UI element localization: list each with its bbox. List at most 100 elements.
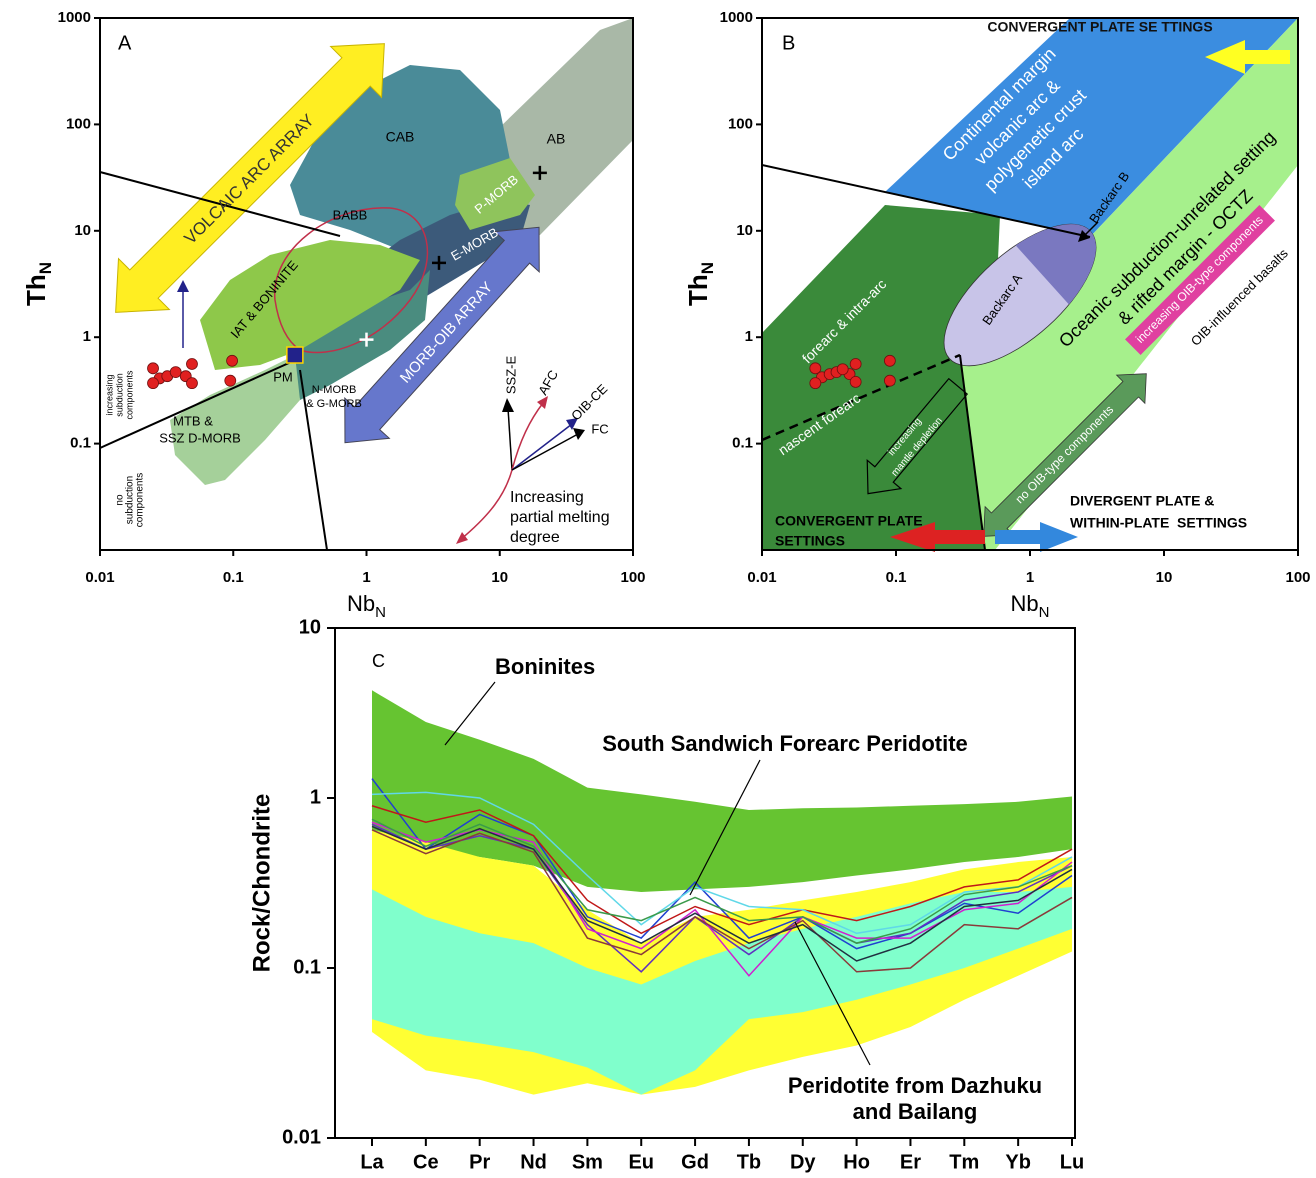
arrow-head	[177, 280, 189, 292]
y-tick-label: 0.01	[282, 1126, 321, 1148]
y-axis-label: ThN	[683, 262, 718, 306]
annotation: no	[115, 494, 126, 506]
y-axis-label: ThN	[21, 262, 56, 306]
annotation: C	[372, 651, 385, 671]
pointer-line	[794, 921, 871, 1066]
morb-oib-arrow	[344, 226, 540, 444]
iat-field	[200, 240, 420, 370]
vector-arrow	[511, 423, 573, 471]
annotation: FC	[591, 421, 608, 436]
oceanic-field	[960, 18, 1298, 550]
boundary-line	[761, 164, 1091, 238]
forearc-field	[762, 205, 1000, 550]
annotation: components	[135, 473, 146, 527]
x-tick-label: 100	[1285, 569, 1310, 586]
ree-pattern	[371, 805, 1073, 935]
y-axis-label-sub: N	[36, 262, 55, 274]
annotation: A	[118, 32, 132, 54]
melting-curve	[459, 469, 513, 541]
x-tick-label: Sm	[572, 1151, 603, 1173]
x-tick-label: Tb	[737, 1151, 761, 1173]
n-morb-field	[290, 270, 430, 400]
x-tick-label: 1	[362, 569, 370, 586]
reference-point	[286, 346, 304, 364]
y-tick-label: 100	[728, 115, 753, 132]
x-axis-label-sub: N	[375, 604, 386, 621]
arrow-head	[537, 396, 548, 409]
y-tick-label: 1000	[58, 9, 91, 26]
arrow-head	[456, 532, 468, 544]
backarc-pointer	[1083, 221, 1099, 237]
y-axis-label-main: Th	[21, 274, 51, 306]
annotation: components	[124, 370, 134, 420]
y-tick-label: 0.1	[70, 435, 91, 452]
annotation: Increasing	[510, 489, 584, 506]
sample-point	[883, 374, 896, 387]
annotation: subduction	[114, 373, 124, 417]
annotation: BABB	[333, 207, 368, 222]
y-tick-label: 0.1	[293, 956, 321, 978]
annotation: WITHIN-PLATE SETTINGS	[1070, 515, 1247, 531]
annotation: AFC	[535, 367, 561, 397]
annotation: OIB-CE	[568, 381, 611, 424]
y-axis-label-sub: N	[698, 262, 717, 274]
annotation: degree	[510, 529, 560, 546]
x-tick-label: Pr	[469, 1151, 490, 1173]
sample-point	[147, 377, 159, 390]
reference-cross	[532, 165, 547, 180]
sample-point	[809, 377, 822, 390]
y-tick-label: 10	[736, 222, 753, 239]
oib-box	[1125, 205, 1275, 355]
sample-point	[849, 358, 862, 370]
annotation: SSZ-E	[503, 356, 518, 395]
x-tick-label: Tm	[949, 1151, 979, 1173]
ree-pattern	[371, 829, 1073, 973]
y-tick-label: 1	[310, 786, 321, 808]
annotation: South Sandwich Forearc Peridotite	[602, 731, 968, 756]
annotation: and Bailang	[853, 1099, 978, 1124]
ree-pattern	[371, 791, 1073, 935]
annotation: & G-MORB	[306, 398, 362, 410]
arrow-head	[573, 428, 585, 440]
sample-point	[186, 358, 198, 370]
y-tick-label: 1	[83, 328, 91, 345]
vector-arrow	[507, 407, 513, 471]
boundary-line	[299, 369, 328, 551]
y-tick-label: 0.1	[732, 435, 753, 452]
backarc-field	[943, 223, 1097, 367]
x-tick-label: Eu	[628, 1151, 654, 1173]
sample-point	[147, 362, 159, 375]
arrow-shape	[344, 226, 540, 444]
x-tick-label: 0.01	[85, 569, 114, 586]
y-tick-label: 100	[66, 115, 91, 132]
yellow-arrow	[1205, 40, 1290, 74]
x-tick-label: Yb	[1005, 1151, 1031, 1173]
arrow-shape	[115, 43, 385, 313]
mtb-field	[170, 355, 300, 485]
blue-arrow	[995, 522, 1078, 552]
x-tick-label: Er	[900, 1151, 921, 1173]
red-arrow	[890, 522, 985, 552]
sample-point	[224, 374, 237, 387]
x-tick-label: Ce	[413, 1151, 439, 1173]
x-tick-label: 10	[1156, 569, 1173, 586]
x-axis-label: NbN	[1011, 591, 1050, 621]
ree-pattern	[371, 823, 1073, 973]
sample-point	[169, 366, 182, 378]
x-tick-label: Lu	[1060, 1151, 1084, 1173]
reference-cross	[359, 332, 374, 347]
panel-a-regions	[99, 18, 633, 551]
x-axis-label-main: Nb	[1011, 591, 1039, 616]
sample-point	[186, 377, 198, 390]
vector-arrow	[511, 433, 579, 471]
annotation: B	[782, 32, 795, 54]
sample-point	[809, 362, 822, 375]
panel-b-regions	[761, 18, 1298, 552]
sample-point	[883, 354, 896, 367]
x-tick-label: 1	[1026, 569, 1034, 586]
reference-cross	[431, 255, 446, 270]
backarc-b	[1015, 224, 1096, 305]
arrow-shape	[866, 377, 969, 495]
